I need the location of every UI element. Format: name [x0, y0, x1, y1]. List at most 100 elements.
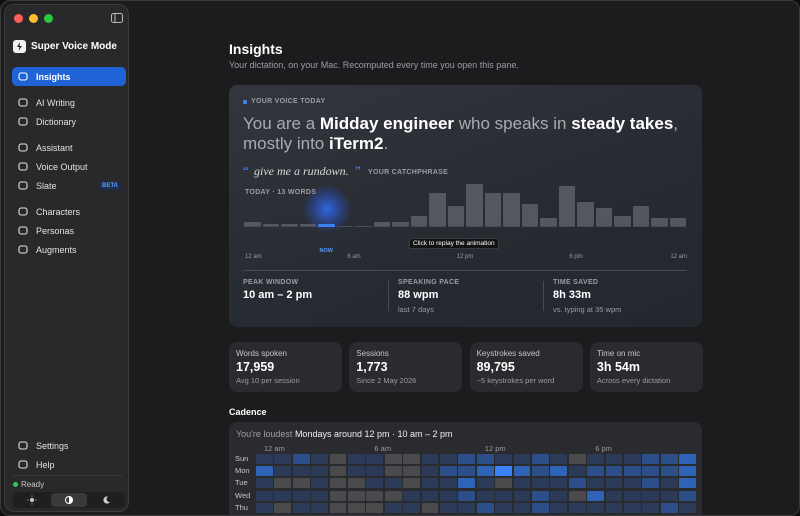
heat-cell: [532, 478, 549, 489]
close-button[interactable]: [14, 14, 23, 23]
sidebar-toggle[interactable]: [111, 13, 123, 23]
heat-cell: [292, 478, 310, 489]
nav-group: Assistant Voice Output Slate BETA: [12, 138, 126, 195]
nav-item[interactable]: Characters: [12, 202, 126, 221]
heat-cell: [366, 490, 384, 501]
stat-value: 8h 33m: [553, 289, 591, 301]
nav-badge: BETA: [99, 182, 121, 190]
nav-group: Insights: [12, 67, 126, 86]
heat-cell: [568, 466, 586, 477]
heat-cell: [421, 490, 439, 501]
app-icon: [13, 40, 26, 53]
card-label: Words spoken: [236, 349, 287, 358]
heat-cell: [513, 502, 531, 513]
heat-cell: [384, 466, 402, 477]
heat-cell: [292, 466, 310, 477]
nav-item[interactable]: Augments: [12, 240, 126, 259]
nav-item[interactable]: Help: [12, 455, 126, 474]
row-label: Wed: [235, 490, 251, 500]
heat-cell: [679, 490, 697, 501]
heat-cell: [550, 502, 568, 513]
heat-cell: [311, 502, 329, 513]
hour-bar: [632, 206, 649, 226]
status-dot: [13, 482, 18, 487]
hour-bar: [299, 224, 316, 226]
heat-cell: [605, 490, 623, 501]
hour-baseline: [447, 226, 464, 227]
headline: You are a Midday engineer who speaks in …: [243, 114, 683, 154]
heat-cell: [440, 466, 457, 477]
hour-bar: [614, 216, 631, 226]
cadence-card: You're loudest Mondays around 12 pm · 10…: [229, 422, 702, 515]
card-note: Across every dictation: [596, 376, 671, 385]
hour-bar: [392, 221, 409, 226]
heat-cell: [256, 490, 273, 501]
heat-cell: [274, 478, 292, 489]
card-note: ~5 keystrokes per word: [476, 376, 555, 385]
voice-today-card: YOUR VOICE TODAY You are a Midday engine…: [229, 85, 702, 327]
stat-note: last 7 days: [398, 305, 434, 314]
nav-item[interactable]: Insights: [12, 67, 126, 86]
auto-theme-button[interactable]: [51, 493, 87, 507]
heat-cell: [421, 502, 439, 513]
hour-bar: [429, 193, 446, 226]
headline-text: You are a: [243, 114, 320, 133]
hour-bar: [595, 208, 612, 226]
heat-cell: [495, 490, 513, 501]
heat-cell: [256, 454, 273, 464]
heat-cell: [274, 454, 292, 464]
x-tick-label: 12 am: [245, 254, 262, 260]
heat-cell: [348, 478, 365, 489]
headline-text: who speaks in: [454, 114, 572, 133]
heat-cell: [587, 478, 605, 489]
divider: [543, 281, 544, 311]
heat-cell: [256, 478, 273, 489]
nav-label: Personas: [36, 225, 75, 236]
nav-item[interactable]: AI Writing: [12, 93, 126, 112]
hour-bar: [318, 224, 335, 226]
hour-bar: [410, 216, 427, 226]
today-chart[interactable]: NOW Click to replay the animation 12 am 6 a…: [243, 181, 687, 266]
heat-cell: [274, 502, 292, 513]
heat-cell: [550, 478, 568, 489]
light-theme-button[interactable]: [13, 492, 50, 508]
heat-cell: [366, 478, 384, 489]
nav-label: Insights: [36, 71, 71, 82]
hour-baseline: [392, 226, 409, 227]
summary-card: Sessions 1,773 Since 2 May 2026: [349, 342, 463, 392]
hour-bar: [262, 224, 279, 226]
hour-bar: [558, 185, 575, 226]
heat-cell: [587, 466, 605, 477]
card-label: Sessions: [356, 349, 389, 358]
heat-cell: [679, 454, 697, 464]
nav-item[interactable]: Voice Output: [12, 157, 126, 176]
headline-emphasis: iTerm2: [328, 134, 384, 153]
heat-cell: [660, 466, 678, 477]
nav-item[interactable]: Dictionary: [12, 112, 126, 131]
heat-cell: [532, 502, 549, 513]
nav-item[interactable]: Assistant: [12, 138, 126, 157]
page-subtitle: Your dictation, on your Mac. Recomputed …: [229, 60, 519, 70]
divider: [243, 270, 687, 271]
nav-item[interactable]: Slate BETA: [12, 176, 126, 195]
minimize-button[interactable]: [29, 14, 38, 23]
kicker: YOUR VOICE TODAY: [251, 98, 326, 105]
x-tick-label: 12 am: [264, 444, 285, 453]
nav-item[interactable]: Personas: [12, 221, 126, 240]
heat-cell: [495, 502, 513, 513]
hour-baseline: [410, 226, 427, 227]
heat-cell: [605, 502, 623, 513]
headline-emphasis: Midday engineer: [319, 114, 455, 133]
heat-cell: [532, 490, 549, 501]
hour-bar: [651, 217, 668, 226]
heat-cell: [403, 490, 421, 501]
catchphrase: give me a rundown.: [254, 164, 349, 178]
nav-item[interactable]: Settings: [12, 436, 126, 455]
nav-label: Characters: [36, 206, 81, 217]
heat-cell: [366, 454, 384, 464]
hour-baseline: [503, 226, 520, 227]
stat-note: vs. typing at 35 wpm: [553, 305, 622, 314]
heat-cell: [587, 490, 605, 501]
zoom-button[interactable]: [44, 14, 53, 23]
dark-theme-button[interactable]: [88, 492, 125, 508]
